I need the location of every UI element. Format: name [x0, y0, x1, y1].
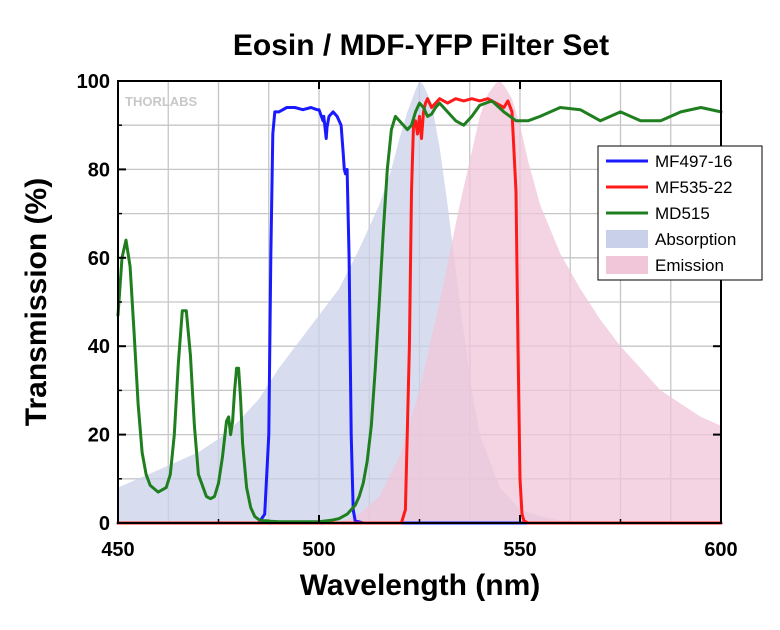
x-tick-label: 450 — [101, 539, 134, 561]
legend-label-absorption: Absorption — [655, 230, 736, 249]
line-mf497-16 — [116, 106, 723, 525]
y-tick-label: 20 — [88, 425, 110, 447]
x-tick-label: 500 — [302, 539, 335, 561]
y-tick-label: 100 — [77, 71, 110, 93]
line-series — [116, 97, 723, 525]
y-axis-label: Transmission (%) — [20, 178, 53, 426]
y-tick-label: 60 — [88, 248, 110, 270]
legend-label-mf535-22: MF535-22 — [655, 178, 732, 197]
tick-labels: 450 500 550 600 0 20 40 60 80 100 — [77, 71, 738, 561]
area-emission — [118, 81, 721, 523]
legend-label-mf497-16: MF497-16 — [655, 152, 732, 171]
line-md515 — [116, 99, 723, 524]
legend-swatch-emission — [606, 256, 648, 274]
watermark-logo: THORLABS — [125, 94, 198, 109]
x-tick-label: 600 — [704, 539, 737, 561]
y-tick-label: 40 — [88, 336, 110, 358]
chart-title: Eosin / MDF-YFP Filter Set — [233, 29, 609, 62]
x-axis-label: Wavelength (nm) — [300, 569, 541, 602]
x-tick-label: 550 — [503, 539, 536, 561]
line-mf535-22 — [116, 97, 723, 525]
legend: MF497-16 MF535-22 MD515 Absorption Emission — [597, 145, 763, 281]
legend-label-md515: MD515 — [655, 204, 710, 223]
y-tick-label: 0 — [99, 513, 110, 535]
legend-swatch-absorption — [606, 230, 648, 248]
y-tick-label: 80 — [88, 159, 110, 181]
legend-label-emission: Emission — [655, 256, 724, 275]
